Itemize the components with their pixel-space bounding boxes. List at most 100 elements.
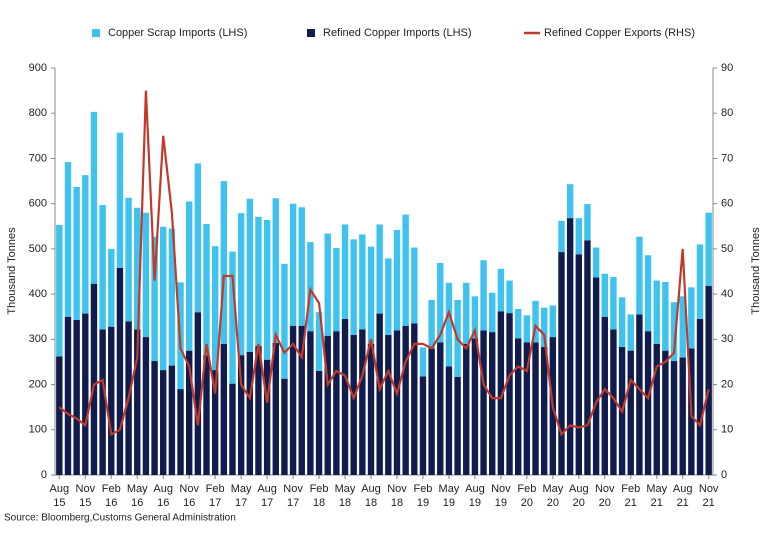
bar: [367, 343, 375, 475]
x-tick-label-line: 19: [469, 497, 481, 509]
bar: [454, 376, 461, 475]
bar: [255, 216, 262, 347]
bar: [514, 309, 522, 339]
bar: [194, 312, 202, 475]
y-tick-label: 300: [29, 333, 47, 345]
bar: [108, 248, 115, 327]
bar: [523, 315, 531, 343]
x-tick-label-line: Nov: [595, 483, 615, 495]
x-tick-label-line: May: [646, 483, 667, 495]
line: [58, 90, 710, 437]
bar: [220, 181, 228, 344]
x-tick-label: Aug 20: [569, 483, 589, 509]
bar: [670, 302, 678, 362]
bar: [350, 239, 357, 335]
x-tick-label-line: Feb: [621, 483, 640, 495]
x-tick-label: Aug 18: [361, 483, 381, 509]
bar: [108, 326, 115, 475]
bar: [298, 207, 305, 326]
bar: [73, 319, 80, 475]
bar: [359, 329, 366, 475]
bar: [333, 247, 340, 332]
bar: [307, 242, 314, 332]
bar: [402, 325, 409, 475]
y2-axis-title: Thousand Tonnes: [750, 227, 762, 315]
bar: [185, 350, 193, 475]
bar: [540, 307, 548, 348]
bar: [627, 314, 634, 351]
bar: [73, 186, 80, 320]
bar: [393, 229, 401, 331]
bar: [437, 342, 444, 475]
y2-tick-label: 30: [721, 333, 733, 345]
bar: [185, 201, 193, 351]
bar: [289, 203, 297, 326]
bar: [281, 263, 288, 379]
x-tick-label-line: May: [127, 483, 148, 495]
x-tick-label-line: Aug: [361, 483, 381, 495]
x-tick-label-line: 20: [573, 497, 585, 509]
y2-tick-label: 10: [721, 424, 733, 436]
bar: [705, 212, 712, 286]
bar: [532, 300, 539, 343]
bar: [263, 219, 271, 360]
bar: [471, 338, 479, 475]
x-tick-label-line: Nov: [283, 483, 303, 495]
x-tick-label-line: 19: [417, 497, 429, 509]
y-tick-label: 900: [29, 62, 47, 74]
bar: [463, 343, 470, 475]
bar: [151, 236, 158, 362]
bar: [636, 236, 643, 315]
bar: [168, 365, 176, 475]
x-tick-label-line: 15: [79, 497, 91, 509]
bar: [246, 198, 254, 352]
x-tick-label-line: Feb: [206, 483, 225, 495]
x-tick-label: Nov 21: [699, 483, 719, 509]
bar: [385, 258, 392, 335]
bar: [272, 198, 279, 343]
bar: [194, 163, 202, 313]
x-tick-label: May 17: [231, 483, 252, 509]
bar: [402, 214, 409, 326]
bar: [480, 260, 487, 331]
bar: [229, 251, 236, 384]
bar: [601, 273, 608, 317]
bar: [618, 297, 626, 348]
x-tick-label-line: Nov: [179, 483, 199, 495]
y2-tick-label: 70: [721, 152, 733, 164]
bar: [307, 331, 314, 475]
y-tick-label: 800: [29, 107, 47, 119]
bar: [523, 342, 531, 475]
bar: [489, 332, 496, 475]
bar: [705, 285, 712, 475]
bar: [237, 213, 245, 356]
bar: [653, 280, 660, 344]
x-tick-label-line: 15: [53, 497, 65, 509]
y-tick-label: 600: [29, 198, 47, 210]
y-tick-label: 0: [41, 469, 47, 481]
legend-swatch: [92, 29, 100, 37]
y-tick-label: 200: [29, 378, 47, 390]
x-tick-label-line: Aug: [153, 483, 173, 495]
y2-tick-label: 80: [721, 107, 733, 119]
bar: [532, 342, 539, 475]
x-tick-label: May 21: [646, 483, 667, 509]
bar: [653, 343, 660, 475]
bar: [566, 218, 574, 476]
bar: [376, 313, 383, 475]
bar: [203, 224, 210, 356]
x-tick-label: Feb 19: [413, 483, 432, 509]
bar: [177, 389, 184, 475]
bar: [134, 329, 141, 475]
bar: [471, 296, 479, 339]
y2-tick-label: 60: [721, 198, 733, 210]
bar: [350, 334, 357, 475]
x-tick-label-line: 16: [183, 497, 195, 509]
x-tick-label: Aug 15: [50, 483, 70, 509]
bar: [385, 334, 392, 475]
x-tick-label-line: 20: [599, 497, 611, 509]
bar: [428, 348, 435, 475]
bar: [263, 359, 271, 475]
bar: [419, 376, 427, 475]
x-tick-label-line: 17: [209, 497, 221, 509]
